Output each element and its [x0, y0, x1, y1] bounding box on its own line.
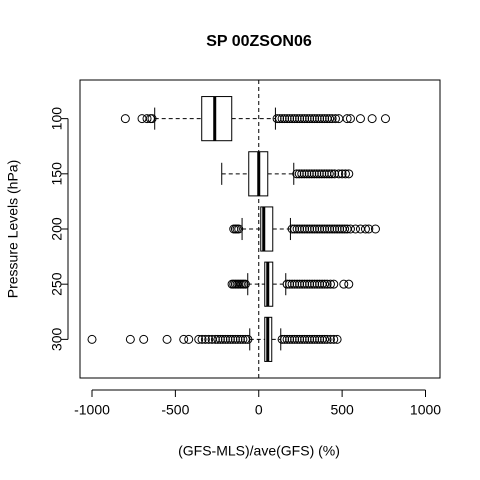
- plot-frame: [79, 79, 441, 379]
- outlier: [325, 334, 335, 344]
- outlier: [344, 169, 354, 179]
- box: [201, 96, 233, 142]
- outlier: [330, 114, 340, 124]
- outlier: [325, 114, 335, 124]
- outlier: [355, 114, 365, 124]
- y-tick-label: 200: [49, 217, 65, 241]
- y-tick-label: 100: [49, 107, 65, 131]
- outlier: [120, 114, 130, 124]
- outlier: [238, 334, 248, 344]
- outlier: [364, 224, 374, 234]
- outlier: [147, 114, 157, 124]
- x-tick-label: -1000: [74, 402, 110, 418]
- outlier: [327, 169, 337, 179]
- y-tick-label: 250: [49, 272, 65, 296]
- y-tick-label: 150: [49, 162, 65, 186]
- outlier: [342, 114, 352, 124]
- x-tick-label: 0: [255, 402, 263, 418]
- outlier: [240, 334, 250, 344]
- outlier: [350, 224, 360, 234]
- outlier: [337, 169, 347, 179]
- outlier: [345, 224, 355, 234]
- x-tick-label: 500: [330, 402, 354, 418]
- y-tick-label: 300: [49, 327, 65, 351]
- x-tick-label: 1000: [410, 402, 441, 418]
- outlier: [204, 334, 214, 344]
- outlier: [162, 334, 172, 344]
- outlier: [367, 114, 377, 124]
- outlier: [327, 114, 337, 124]
- outlier: [125, 334, 135, 344]
- outlier: [329, 334, 339, 344]
- outlier: [332, 334, 342, 344]
- outlier: [322, 279, 332, 289]
- outlier: [179, 334, 189, 344]
- outlier: [194, 334, 204, 344]
- outlier: [329, 279, 339, 289]
- outlier: [234, 224, 244, 234]
- outlier: [139, 334, 149, 344]
- outlier: [322, 334, 332, 344]
- outlier: [240, 279, 250, 289]
- y-axis-label: Pressure Levels (hPa): [5, 160, 21, 299]
- outlier: [243, 334, 253, 344]
- outlier: [320, 279, 330, 289]
- outlier: [340, 224, 350, 234]
- outlier: [339, 279, 349, 289]
- x-tick-label: -500: [161, 402, 189, 418]
- outlier: [344, 279, 354, 289]
- outlier: [197, 334, 207, 344]
- outlier: [324, 169, 334, 179]
- outlier: [87, 334, 97, 344]
- outlier: [380, 114, 390, 124]
- outlier: [320, 334, 330, 344]
- outlier: [345, 114, 355, 124]
- outlier: [325, 279, 335, 289]
- outlier: [360, 224, 370, 234]
- outlier: [340, 169, 350, 179]
- x-axis-label: (GFS-MLS)/ave(GFS) (%): [178, 443, 340, 459]
- outlier: [184, 334, 194, 344]
- outlier: [200, 334, 210, 344]
- outlier: [370, 224, 380, 234]
- chart-title: SP 00ZSON06: [206, 33, 312, 50]
- outlier: [334, 169, 344, 179]
- outlier: [142, 114, 152, 124]
